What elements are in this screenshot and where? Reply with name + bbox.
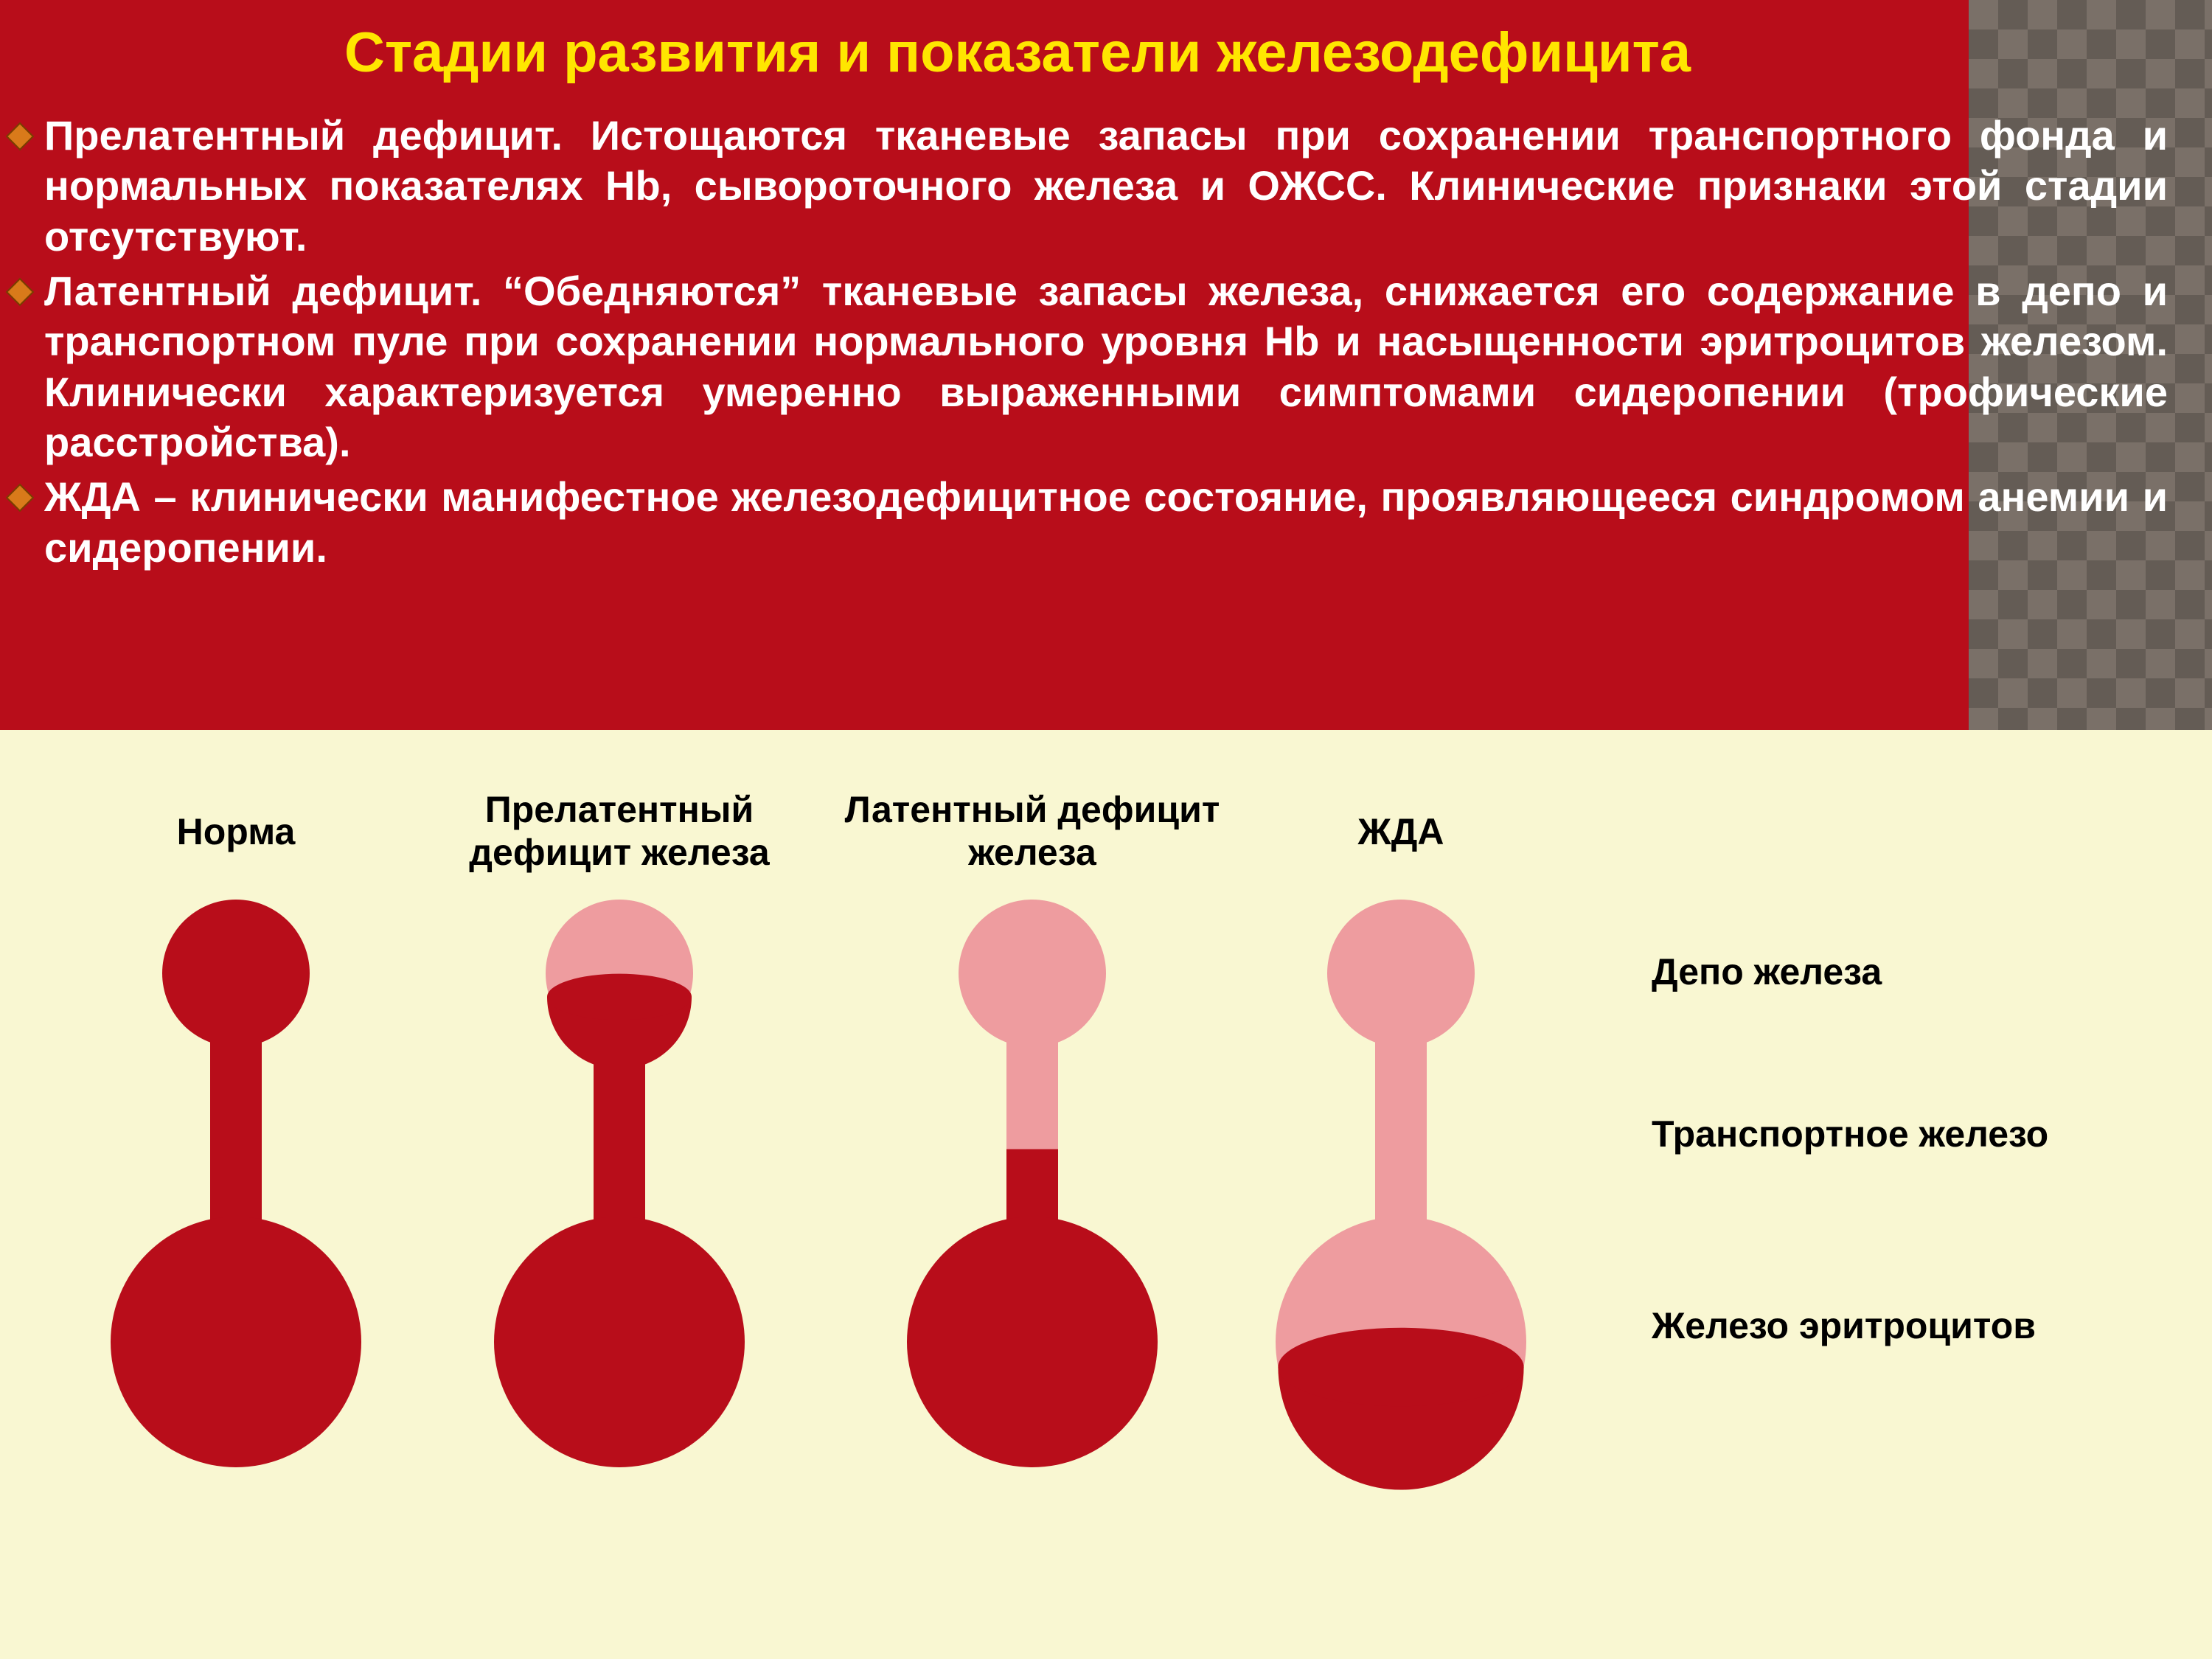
bullet-icon xyxy=(4,482,35,513)
body-text: Прелатентный дефицит. Истощаются тканевы… xyxy=(44,111,2168,577)
paragraph-2-text: Латентный дефицит. “Обедняются” тканевые… xyxy=(44,268,2168,465)
dumbbell-2 xyxy=(885,730,1180,1504)
paragraph-3: ЖДА – клинически манифестное железодефиц… xyxy=(44,472,2168,573)
legend-2: Железо эритроцитов xyxy=(1652,1305,2065,1348)
dumbbell-3 xyxy=(1253,730,1548,1504)
bullet-icon xyxy=(4,121,35,152)
dumbbell-0 xyxy=(88,730,383,1504)
paragraph-2: Латентный дефицит. “Обедняются” тканевые… xyxy=(44,266,2168,467)
paragraph-1: Прелатентный дефицит. Истощаются тканевы… xyxy=(44,111,2168,262)
paragraph-1-text: Прелатентный дефицит. Истощаются тканевы… xyxy=(44,112,2168,260)
slide-title: Стадии развития и показатели железодефиц… xyxy=(74,21,1961,85)
diagram-panel: НормаПрелатентный дефицит железаЛатентны… xyxy=(0,730,2212,1659)
dumbbell-1 xyxy=(472,730,767,1504)
legend-1: Транспортное железо xyxy=(1652,1113,2065,1156)
legend-0: Депо железа xyxy=(1652,951,2065,994)
paragraph-3-text: ЖДА – клинически манифестное железодефиц… xyxy=(44,473,2168,570)
bullet-icon xyxy=(4,276,35,307)
top-panel: Стадии развития и показатели железодефиц… xyxy=(0,0,2212,730)
